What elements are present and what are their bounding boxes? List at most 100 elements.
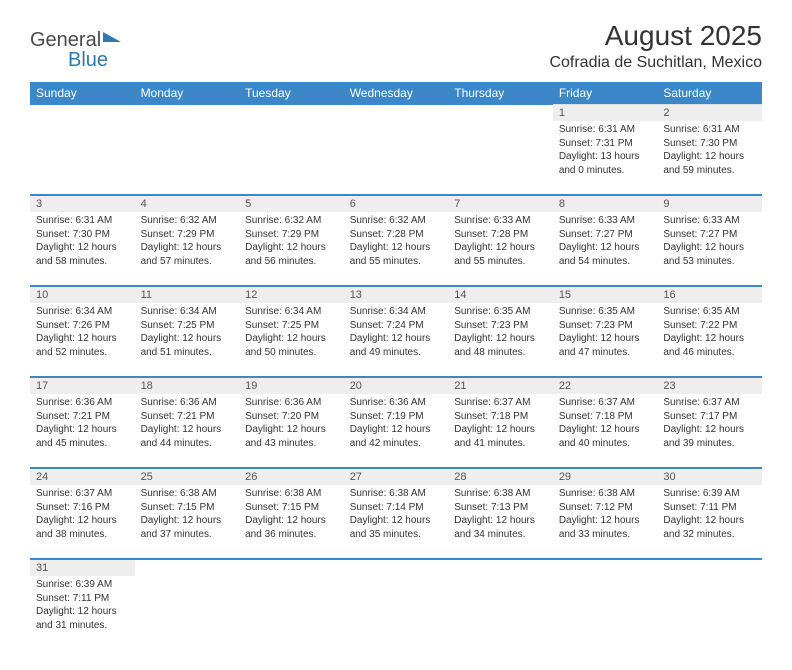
sunset-text: Sunset: 7:29 PM bbox=[245, 228, 338, 242]
daylight-text: Daylight: 12 hours and 59 minutes. bbox=[663, 150, 756, 177]
sunset-text: Sunset: 7:27 PM bbox=[559, 228, 652, 242]
daynum-row: 10111213141516 bbox=[30, 286, 762, 303]
day-detail-cell: Sunrise: 6:38 AMSunset: 7:15 PMDaylight:… bbox=[239, 485, 344, 559]
sunrise-text: Sunrise: 6:39 AM bbox=[663, 487, 756, 501]
day-number-cell bbox=[448, 559, 553, 576]
detail-row: Sunrise: 6:31 AMSunset: 7:30 PM Daylight:… bbox=[30, 212, 762, 286]
day-number-cell: 17 bbox=[30, 377, 135, 394]
daylight-text: Daylight: 12 hours and 41 minutes. bbox=[454, 423, 547, 450]
sunrise-text: Sunrise: 6:34 AM bbox=[350, 305, 443, 319]
calendar-table: SundayMondayTuesdayWednesdayThursdayFrid… bbox=[30, 82, 762, 650]
day-number-cell: 7 bbox=[448, 195, 553, 212]
sunrise-text: Sunrise: 6:32 AM bbox=[350, 214, 443, 228]
sunrise-text: Sunrise: 6:32 AM bbox=[141, 214, 234, 228]
day-number-cell bbox=[239, 105, 344, 122]
detail-row: Sunrise: 6:37 AMSunset: 7:16 PMDaylight:… bbox=[30, 485, 762, 559]
sunrise-text: Sunrise: 6:37 AM bbox=[559, 396, 652, 410]
day-number-cell: 6 bbox=[344, 195, 449, 212]
sunset-text: Sunset: 7:25 PM bbox=[245, 319, 338, 333]
header: General Blue August 2025 Cofradia de Suc… bbox=[30, 20, 762, 72]
day-number-cell: 2 bbox=[657, 105, 762, 122]
day-number-cell: 8 bbox=[553, 195, 658, 212]
sunset-text: Sunset: 7:26 PM bbox=[36, 319, 129, 333]
daynum-row: 3456789 bbox=[30, 195, 762, 212]
sunrise-text: Sunrise: 6:35 AM bbox=[559, 305, 652, 319]
logo-text: General Blue bbox=[30, 30, 121, 70]
day-detail-cell: Sunrise: 6:37 AMSunset: 7:17 PMDaylight:… bbox=[657, 394, 762, 468]
day-detail-cell: Sunrise: 6:34 AMSunset: 7:25 PMDaylight:… bbox=[239, 303, 344, 377]
day-number-cell: 18 bbox=[135, 377, 240, 394]
sunset-text: Sunset: 7:27 PM bbox=[663, 228, 756, 242]
sunrise-text: Sunrise: 6:37 AM bbox=[36, 487, 129, 501]
sunset-text: Sunset: 7:15 PM bbox=[245, 501, 338, 515]
day-detail-cell: Sunrise: 6:31 AMSunset: 7:30 PMDaylight:… bbox=[30, 212, 135, 286]
day-number-cell: 3 bbox=[30, 195, 135, 212]
day-detail-cell bbox=[448, 576, 553, 650]
sunrise-text: Sunrise: 6:38 AM bbox=[245, 487, 338, 501]
day-detail-cell: Sunrise: 6:31 AMSunset: 7:31 PMDaylight:… bbox=[553, 121, 658, 195]
day-number-cell: 12 bbox=[239, 286, 344, 303]
day-number-cell bbox=[135, 105, 240, 122]
day-number-cell: 29 bbox=[553, 468, 658, 485]
day-detail-cell: Sunrise: 6:37 AMSunset: 7:18 PMDaylight:… bbox=[448, 394, 553, 468]
month-title: August 2025 bbox=[549, 20, 762, 52]
day-detail-cell bbox=[344, 121, 449, 195]
sunrise-text: Sunrise: 6:38 AM bbox=[141, 487, 234, 501]
day-detail-cell: Sunrise: 6:38 AMSunset: 7:15 PMDaylight:… bbox=[135, 485, 240, 559]
daylight-text: Daylight: 12 hours and 56 minutes. bbox=[245, 241, 338, 268]
day-number-cell: 14 bbox=[448, 286, 553, 303]
sunset-text: Sunset: 7:30 PM bbox=[36, 228, 129, 242]
daylight-text: Daylight: 12 hours and 45 minutes. bbox=[36, 423, 129, 450]
day-number-cell: 1 bbox=[553, 105, 658, 122]
day-header: Monday bbox=[135, 82, 240, 105]
day-header: Saturday bbox=[657, 82, 762, 105]
daynum-row: 12 bbox=[30, 105, 762, 122]
day-number-cell bbox=[344, 105, 449, 122]
sunset-text: Sunset: 7:18 PM bbox=[559, 410, 652, 424]
daylight-text: Daylight: 12 hours and 55 minutes. bbox=[454, 241, 547, 268]
sunset-text: Sunset: 7:13 PM bbox=[454, 501, 547, 515]
daylight-text: Daylight: 12 hours and 35 minutes. bbox=[350, 514, 443, 541]
daylight-text: Daylight: 12 hours and 34 minutes. bbox=[454, 514, 547, 541]
sunrise-text: Sunrise: 6:33 AM bbox=[663, 214, 756, 228]
sunrise-text: Sunrise: 6:35 AM bbox=[454, 305, 547, 319]
day-detail-cell: Sunrise: 6:36 AMSunset: 7:21 PMDaylight:… bbox=[135, 394, 240, 468]
day-header: Wednesday bbox=[344, 82, 449, 105]
day-number-cell: 16 bbox=[657, 286, 762, 303]
day-detail-cell bbox=[135, 576, 240, 650]
day-detail-cell: Sunrise: 6:38 AMSunset: 7:12 PMDaylight:… bbox=[553, 485, 658, 559]
day-number-cell: 23 bbox=[657, 377, 762, 394]
sunset-text: Sunset: 7:20 PM bbox=[245, 410, 338, 424]
day-detail-cell bbox=[239, 121, 344, 195]
flag-icon bbox=[103, 32, 121, 42]
day-detail-cell bbox=[553, 576, 658, 650]
day-number-cell: 26 bbox=[239, 468, 344, 485]
sunrise-text: Sunrise: 6:37 AM bbox=[454, 396, 547, 410]
day-number-cell: 21 bbox=[448, 377, 553, 394]
daylight-text: Daylight: 12 hours and 37 minutes. bbox=[141, 514, 234, 541]
day-detail-cell: Sunrise: 6:34 AMSunset: 7:26 PMDaylight:… bbox=[30, 303, 135, 377]
sunrise-text: Sunrise: 6:36 AM bbox=[141, 396, 234, 410]
day-detail-cell: Sunrise: 6:35 AMSunset: 7:22 PMDaylight:… bbox=[657, 303, 762, 377]
day-detail-cell: Sunrise: 6:36 AMSunset: 7:19 PMDaylight:… bbox=[344, 394, 449, 468]
daylight-text: Daylight: 12 hours and 57 minutes. bbox=[141, 241, 234, 268]
day-detail-cell: Sunrise: 6:35 AMSunset: 7:23 PMDaylight:… bbox=[448, 303, 553, 377]
sunset-text: Sunset: 7:19 PM bbox=[350, 410, 443, 424]
logo-part1: General bbox=[30, 29, 101, 51]
sunset-text: Sunset: 7:14 PM bbox=[350, 501, 443, 515]
daylight-text: Daylight: 12 hours and 33 minutes. bbox=[559, 514, 652, 541]
day-detail-cell bbox=[448, 121, 553, 195]
sunrise-text: Sunrise: 6:38 AM bbox=[454, 487, 547, 501]
daylight-text: Daylight: 12 hours and 32 minutes. bbox=[663, 514, 756, 541]
day-detail-cell: Sunrise: 6:34 AMSunset: 7:25 PMDaylight:… bbox=[135, 303, 240, 377]
sunset-text: Sunset: 7:11 PM bbox=[36, 592, 129, 606]
sunset-text: Sunset: 7:28 PM bbox=[350, 228, 443, 242]
sunrise-text: Sunrise: 6:37 AM bbox=[663, 396, 756, 410]
sunrise-text: Sunrise: 6:35 AM bbox=[663, 305, 756, 319]
sunrise-text: Sunrise: 6:31 AM bbox=[36, 214, 129, 228]
sunrise-text: Sunrise: 6:39 AM bbox=[36, 578, 129, 592]
daylight-text: Daylight: 13 hours and 0 minutes. bbox=[559, 150, 652, 177]
day-number-cell bbox=[344, 559, 449, 576]
sunset-text: Sunset: 7:21 PM bbox=[141, 410, 234, 424]
daylight-text: Daylight: 12 hours and 42 minutes. bbox=[350, 423, 443, 450]
